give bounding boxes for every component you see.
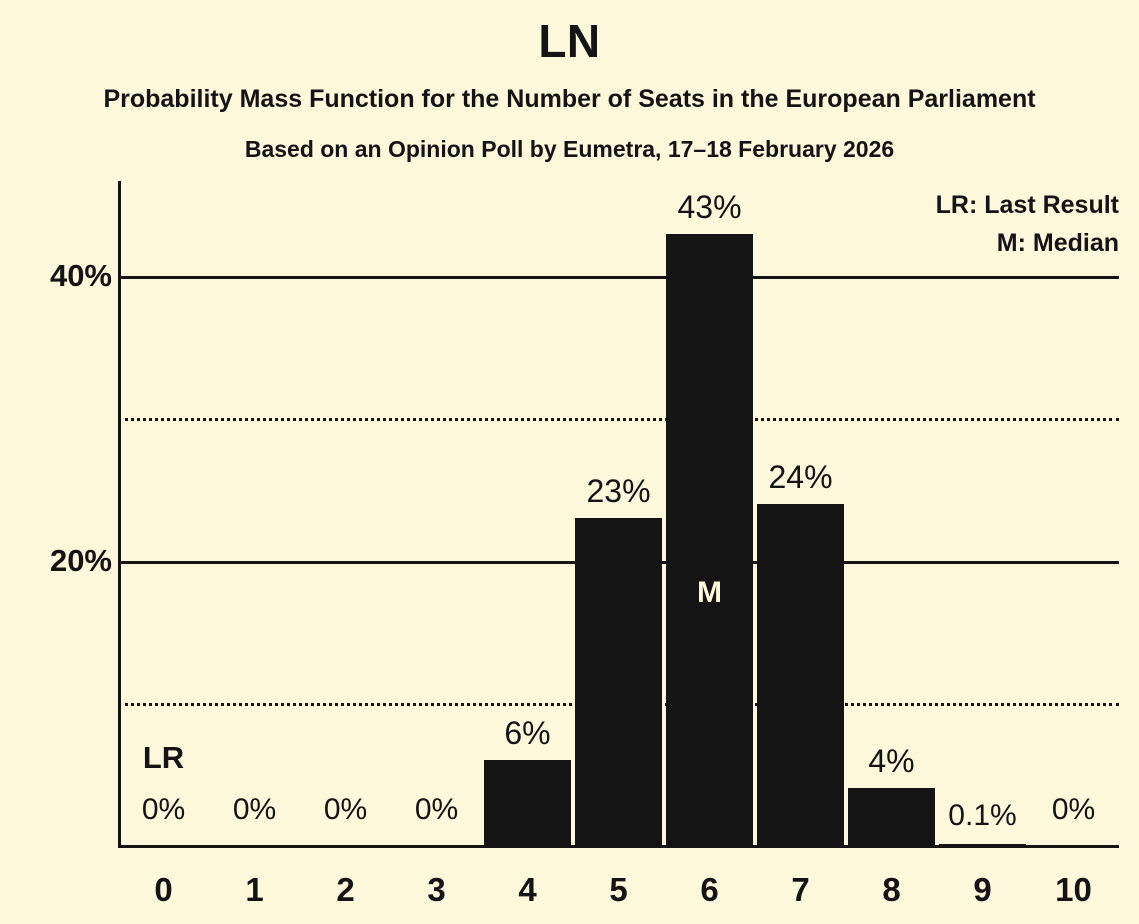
x-axis-tick-label: 7 xyxy=(791,871,810,908)
median-marker: M xyxy=(697,575,722,609)
x-axis-line xyxy=(118,845,1119,848)
x-axis-tick-label: 8 xyxy=(882,871,901,908)
x-axis-tick-label: 2 xyxy=(336,871,355,908)
bar xyxy=(757,503,844,845)
bar-value-label: 4% xyxy=(868,743,915,780)
x-axis-tick-label: 0 xyxy=(154,871,173,908)
bar xyxy=(939,843,1026,845)
chart-legend: LR: Last Result M: Median xyxy=(936,186,1119,262)
bar xyxy=(666,233,753,845)
chart-source-line: Based on an Opinion Poll by Eumetra, 17–… xyxy=(244,136,895,162)
chart-subtitle: Probability Mass Function for the Number… xyxy=(103,85,1036,113)
gridline-40pct xyxy=(118,276,1119,280)
bar-value-label: 6% xyxy=(504,714,551,751)
bar-value-label: 24% xyxy=(768,458,833,495)
x-axis-tick-label: 9 xyxy=(973,871,992,908)
last-result-marker: LR xyxy=(142,740,185,775)
y-axis-tick-label: 40% xyxy=(49,258,112,294)
bar xyxy=(484,759,571,845)
bar-value-label: 23% xyxy=(586,472,651,509)
bar xyxy=(848,788,935,845)
bar-value-label: 0% xyxy=(232,793,277,826)
bar-value-label: 0% xyxy=(323,793,368,826)
x-axis-tick-label: 10 xyxy=(1055,871,1092,908)
bar-value-label: 0% xyxy=(141,793,186,826)
legend-item-last-result: LR: Last Result xyxy=(935,191,1119,219)
bar-value-label: 43% xyxy=(677,188,742,225)
x-axis-tick-label: 4 xyxy=(518,871,537,908)
page-title: LN xyxy=(538,15,601,67)
bar-value-label: 0.1% xyxy=(948,798,1017,832)
y-axis-line xyxy=(118,181,121,848)
bar xyxy=(575,517,662,845)
x-axis-tick-label: 3 xyxy=(427,871,446,908)
y-axis-tick-label: 20% xyxy=(49,542,112,578)
x-axis-tick-label: 6 xyxy=(700,871,719,908)
x-axis-tick-label: 5 xyxy=(609,871,628,908)
legend-item-median: M: Median xyxy=(996,229,1119,257)
bar-value-label: 0% xyxy=(1051,793,1096,826)
bar-value-label: 0% xyxy=(414,793,459,826)
x-axis-tick-label: 1 xyxy=(245,871,264,908)
gridline-30pct xyxy=(118,418,1119,422)
plot-area xyxy=(118,181,1119,848)
